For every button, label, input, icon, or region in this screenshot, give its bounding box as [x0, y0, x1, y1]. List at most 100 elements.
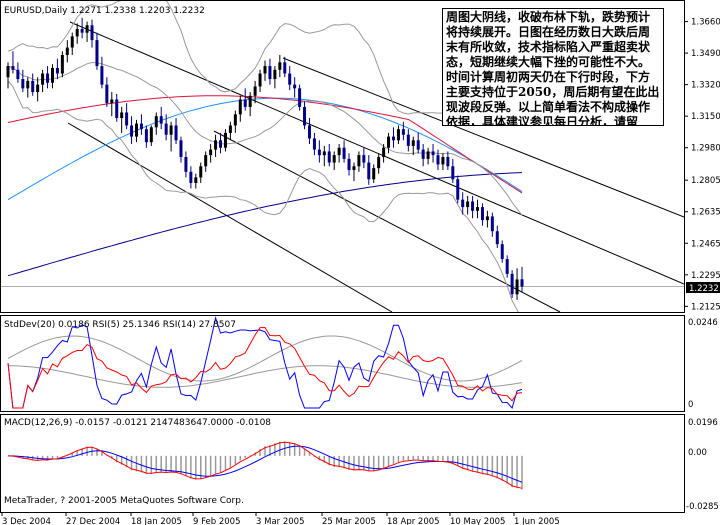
time-tick-label: 10 May 2005: [450, 517, 505, 525]
time-tick-label: 9 Feb 2005: [193, 517, 241, 525]
candle-body: [485, 216, 489, 221]
candle-body: [471, 201, 475, 211]
candle-body: [303, 106, 307, 126]
macd-tick-bottom: -0.0285: [686, 502, 719, 512]
candle-body: [174, 125, 178, 141]
candle-body: [90, 25, 94, 41]
candle-body: [199, 166, 203, 178]
rsi14-line: [7, 326, 523, 409]
rsi-bottom-tick: 0: [688, 400, 693, 410]
candle-body: [253, 86, 257, 96]
candle-body: [36, 84, 40, 93]
candle-body: [179, 140, 183, 157]
macd-panel-header: MACD(12,26,9) -0.0157 -0.0121 2147483647…: [4, 418, 271, 428]
candle-body: [406, 134, 410, 146]
candle-body: [347, 158, 351, 170]
time-tick-label: 3 Dec 2004: [2, 517, 51, 525]
candle-body: [50, 67, 54, 83]
candle-body: [401, 129, 405, 135]
main-price-panel: [1, 1, 684, 312]
candle-body: [456, 179, 460, 200]
candle-body: [16, 69, 20, 80]
candle-body: [382, 147, 386, 157]
analysis-note: 周图大阴线，收破布林下轨，跌势预计将持续展开。日图在经历数日大跌后周末有所收敛，…: [442, 8, 664, 126]
candle-body: [288, 73, 292, 85]
stddev-upper-line: [7, 335, 523, 382]
copyright-text: MetaTrader, ? 2001-2005 MetaQuotes Softw…: [4, 496, 244, 506]
candle-body: [377, 157, 381, 169]
price-tick-label: 1.2805: [691, 176, 720, 186]
candle-body: [372, 168, 376, 180]
channel-mid-lower-line: [213, 130, 561, 312]
candle-body: [466, 201, 470, 208]
candle-body: [327, 151, 331, 163]
candle-body: [139, 123, 143, 130]
time-tick-label: 18 Apr 2005: [387, 517, 440, 525]
candle-body: [6, 66, 10, 78]
candle-body: [392, 136, 395, 141]
candle-body: [337, 147, 341, 156]
candle-body: [476, 207, 480, 211]
candle-body: [480, 207, 484, 221]
candle-body: [65, 47, 69, 55]
price-tick-label: 1.2980: [691, 144, 720, 154]
candle-body: [115, 99, 119, 119]
candle-body: [46, 73, 50, 83]
candle-body: [461, 199, 465, 208]
candle-body: [436, 155, 440, 165]
candle-body: [495, 231, 499, 245]
price-tick-label: 1.2295: [691, 271, 720, 281]
bollinger-middle: [7, 61, 523, 216]
candle-body: [293, 84, 297, 89]
candle-body: [312, 138, 316, 150]
candle-body: [367, 162, 371, 180]
candle-body: [278, 62, 282, 70]
candle-body: [307, 125, 311, 139]
candle-body: [283, 62, 287, 74]
candle-body: [233, 114, 237, 126]
time-tick-label: 25 Mar 2005: [322, 517, 376, 525]
candle-body: [342, 147, 346, 159]
candle-body: [55, 67, 59, 74]
candle-body: [41, 73, 45, 85]
rsi-top-tick: 0.0246: [688, 318, 718, 328]
macd-plot-area: [7, 441, 523, 490]
price-tick-label: 1.3150: [691, 112, 720, 122]
candle-body: [273, 69, 277, 80]
candle-body: [80, 28, 84, 33]
candle-body: [164, 123, 168, 135]
candle-body: [431, 151, 435, 156]
time-tick-label: 3 Mar 2005: [256, 517, 304, 525]
candle-body: [357, 155, 361, 167]
channel-lower-line: [67, 122, 393, 312]
candle-body: [11, 66, 15, 70]
candle-body: [209, 149, 213, 156]
candle-body: [149, 127, 153, 143]
candle-body: [451, 166, 455, 180]
time-axis: 3 Dec 2004 27 Dec 2004 18 Jan 2005 9 Feb 20…: [1, 512, 560, 525]
candle-body: [26, 80, 30, 89]
candle-body: [446, 157, 450, 167]
price-tick-label: 1.3320: [691, 81, 720, 91]
current-price-marker: 1.2232: [686, 282, 720, 294]
macd-tick-zero: 0.00: [688, 448, 707, 458]
candle-body: [154, 116, 158, 128]
candle-body: [31, 80, 35, 93]
channel-upper-line: [69, 21, 684, 285]
price-tick-label: 1.3490: [691, 49, 720, 59]
candle-body: [387, 136, 391, 148]
candle-body: [189, 171, 193, 183]
candle-body: [159, 116, 163, 124]
candle-body: [362, 155, 366, 163]
candle-body: [60, 54, 64, 74]
candle-body: [332, 155, 336, 163]
candle-body: [520, 279, 524, 287]
candle-body: [416, 140, 420, 150]
candle-body: [248, 95, 252, 107]
rsi5-line: [7, 316, 523, 410]
bollinger-lower: [7, 80, 519, 312]
candle-body: [510, 273, 514, 295]
candle-body: [204, 155, 208, 167]
candle-body: [21, 79, 25, 89]
